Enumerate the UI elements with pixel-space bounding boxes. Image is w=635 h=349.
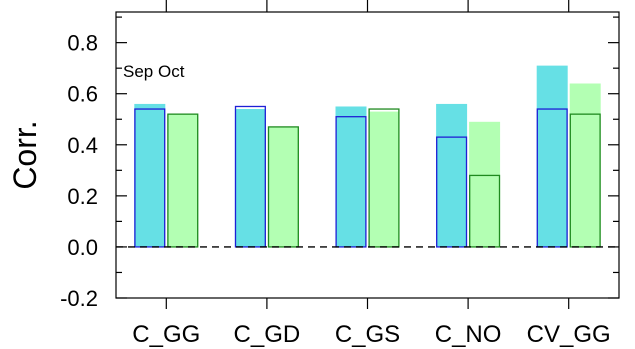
bar-oct-filled xyxy=(469,121,501,247)
y-tick-label: 0.0 xyxy=(67,235,98,260)
bar-sep-filled xyxy=(234,109,266,247)
y-tick-label: 0.6 xyxy=(67,82,98,107)
bar-oct-filled xyxy=(368,111,400,247)
x-tick-label: C_NO xyxy=(435,321,502,348)
bar-oct-filled xyxy=(167,114,199,247)
y-axis-label: Corr. xyxy=(7,120,43,189)
y-tick-label: 0.4 xyxy=(67,133,98,158)
bar-sep-filled xyxy=(134,103,166,247)
bar-sep-outline xyxy=(436,136,468,248)
x-tick-label: C_GD xyxy=(234,321,301,348)
y-tick-label: -0.2 xyxy=(60,286,98,311)
x-tick-label: CV_GG xyxy=(527,321,611,348)
bar-sep-filled xyxy=(436,103,468,247)
bar-oct-filled xyxy=(569,83,601,247)
x-tick-label: C_GS xyxy=(335,321,400,348)
bars-layer xyxy=(134,65,601,248)
y-ticks-layer: -0.2 0.0 0.2 0.4 0.6 0.8 xyxy=(60,16,619,311)
x-tick-label: C_GG xyxy=(132,321,200,348)
bar-oct-outline xyxy=(267,126,299,248)
y-tick-label: 0.2 xyxy=(67,184,98,209)
y-tick-label: 0.8 xyxy=(67,31,98,56)
x-ticks-layer: C_GG C_GD C_GS C_NO CV_GG xyxy=(132,0,611,348)
bar-sep-filled xyxy=(335,106,367,247)
bar-sep-outline xyxy=(134,108,166,248)
bar-sep-filled xyxy=(536,65,568,247)
bar-oct-outline xyxy=(469,174,501,248)
legend-annotation: Sep Oct xyxy=(123,62,185,81)
bar-oct-filled xyxy=(267,126,299,247)
